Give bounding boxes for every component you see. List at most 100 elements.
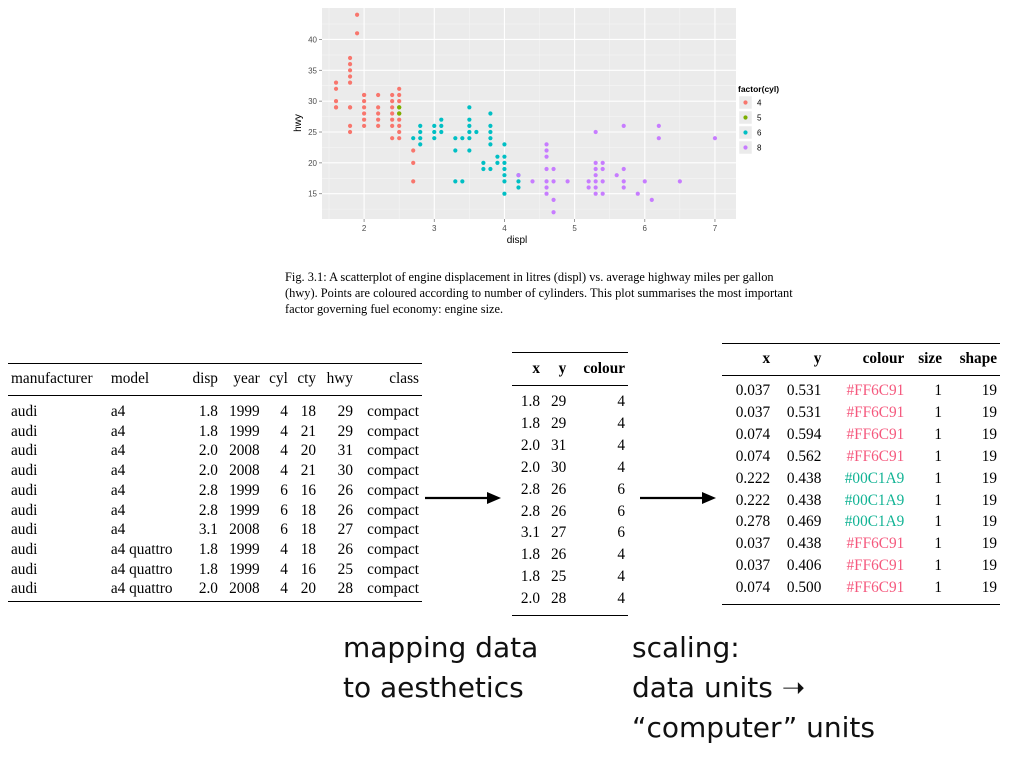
column-header: class xyxy=(355,363,422,396)
table-cell: compact xyxy=(367,540,419,558)
data-point-cyl-8 xyxy=(677,179,682,184)
table-cell: 1 xyxy=(934,469,942,487)
table-cell: 2.0 xyxy=(520,458,540,476)
table-cell: 2.0 xyxy=(198,462,218,480)
data-point-cyl-8 xyxy=(551,179,556,184)
colour-cell: #FF6C91 xyxy=(846,557,905,575)
data-point-cyl-4 xyxy=(397,136,402,141)
data-point-cyl-6 xyxy=(467,136,472,141)
data-point-cyl-8 xyxy=(600,179,605,184)
table-cell: a4 quattro xyxy=(110,540,173,558)
data-point-cyl-8 xyxy=(621,179,626,184)
data-point-cyl-8 xyxy=(593,166,598,172)
data-point-cyl-4 xyxy=(390,111,395,116)
legend-key-point xyxy=(743,100,748,105)
table-cell: 19 xyxy=(981,491,997,509)
table-row: 2.8 26 6 xyxy=(512,501,628,523)
data-point-cyl-6 xyxy=(502,173,507,178)
data-point-cyl-6 xyxy=(516,185,521,190)
data-point-cyl-6 xyxy=(502,142,507,147)
table-row: 2.0 30 4 xyxy=(512,457,628,479)
data-point-cyl-6 xyxy=(418,142,423,147)
data-point-cyl-8 xyxy=(593,191,598,196)
colour-cell: #FF6C91 xyxy=(846,447,905,465)
table-cell: 20 xyxy=(290,579,320,603)
table-row: 1.8 29 4 xyxy=(512,386,628,413)
table-cell: 26 xyxy=(337,481,353,499)
table-cell: compact xyxy=(367,560,419,578)
data-point-cyl-4 xyxy=(333,105,339,110)
table-cell: 0.037 xyxy=(735,403,771,421)
data-point-cyl-4 xyxy=(397,86,402,91)
table-cell: 25 xyxy=(337,560,353,578)
data-point-cyl-4 xyxy=(347,68,353,73)
data-point-cyl-8 xyxy=(621,123,626,128)
table-cell: 1.8 xyxy=(198,422,218,440)
table-cell: 4 xyxy=(617,393,625,410)
table-cell: 25 xyxy=(550,568,567,586)
table-row: 0.222 0.438 #00C1A9 1 19 xyxy=(722,468,1000,490)
data-point-cyl-6 xyxy=(481,160,486,165)
table-cell: 0.278 xyxy=(735,513,771,531)
table-cell: a4 quattro xyxy=(110,560,173,578)
data-point-cyl-6 xyxy=(460,136,465,141)
column-header: cyl xyxy=(262,363,291,396)
data-point-cyl-6 xyxy=(439,123,444,128)
data-point-cyl-6 xyxy=(488,136,493,141)
table-cell: 1999 xyxy=(229,422,260,440)
table-cell: 0.406 xyxy=(786,557,822,575)
data-point-cyl-6 xyxy=(495,160,500,165)
data-point-cyl-8 xyxy=(551,166,556,172)
table-cell: 26 xyxy=(550,546,567,564)
table-cell: 4 xyxy=(262,579,291,603)
column-header: cty xyxy=(290,363,320,396)
table-row: 2.0 28 4 xyxy=(512,588,628,617)
table-cell: 4 xyxy=(617,436,625,454)
table-row: 0.222 0.438 #00C1A9 1 19 xyxy=(722,490,1000,512)
colour-cell: #FF6C91 xyxy=(846,535,905,553)
data-point-cyl-6 xyxy=(439,117,444,122)
table-cell: 1999 xyxy=(229,560,260,578)
column-header: colour xyxy=(824,343,908,376)
table-cell: 4 xyxy=(280,540,288,558)
legend-key-point xyxy=(743,145,748,150)
data-point-cyl-8 xyxy=(593,185,598,190)
y-axis-title: hwy xyxy=(293,114,304,132)
column-header: model xyxy=(107,363,186,396)
table-row: 1.8 26 4 xyxy=(512,544,628,566)
table-row: audi a4 2.8 1999 6 18 26 compact xyxy=(8,501,422,521)
data-point-cyl-8 xyxy=(656,123,661,128)
table-cell: 0.531 xyxy=(786,382,822,399)
table-cell: audi xyxy=(11,422,38,440)
data-point-cyl-8 xyxy=(621,166,626,172)
data-point-cyl-6 xyxy=(411,136,416,141)
table-row: audi a4 quattro 1.8 1999 4 18 26 compact xyxy=(8,540,422,560)
data-point-cyl-6 xyxy=(432,123,437,128)
table-cell: 4 xyxy=(617,546,625,564)
data-point-cyl-4 xyxy=(347,105,353,110)
table-cell: compact xyxy=(367,422,419,440)
data-point-cyl-6 xyxy=(432,129,437,135)
table-cell: audi xyxy=(11,442,38,460)
table-cell: a4 xyxy=(110,501,126,519)
data-point-cyl-6 xyxy=(488,129,493,135)
table-cell: 0.037 xyxy=(735,557,771,575)
table-cell: 31 xyxy=(337,442,353,460)
data-point-cyl-8 xyxy=(544,179,549,184)
table-row: audi a4 2.0 2008 4 21 30 compact xyxy=(8,461,422,481)
table-cell: 0.074 xyxy=(735,447,771,465)
x-axis-title: displ xyxy=(507,235,528,246)
table-cell: 2.8 xyxy=(520,480,540,498)
table-cell: 1 xyxy=(907,577,945,606)
table-cell: compact xyxy=(367,481,419,499)
data-point-cyl-8 xyxy=(621,185,626,190)
data-point-cyl-6 xyxy=(432,136,437,141)
data-point-cyl-6 xyxy=(418,129,423,135)
data-point-cyl-4 xyxy=(362,92,367,98)
table-cell: 26 xyxy=(337,540,353,558)
table-row: audi a4 2.8 1999 6 16 26 compact xyxy=(8,481,422,501)
data-point-cyl-6 xyxy=(460,179,465,184)
data-point-cyl-6 xyxy=(502,191,507,196)
table-cell: 1 xyxy=(934,535,942,553)
table-cell: 26 xyxy=(550,480,567,498)
